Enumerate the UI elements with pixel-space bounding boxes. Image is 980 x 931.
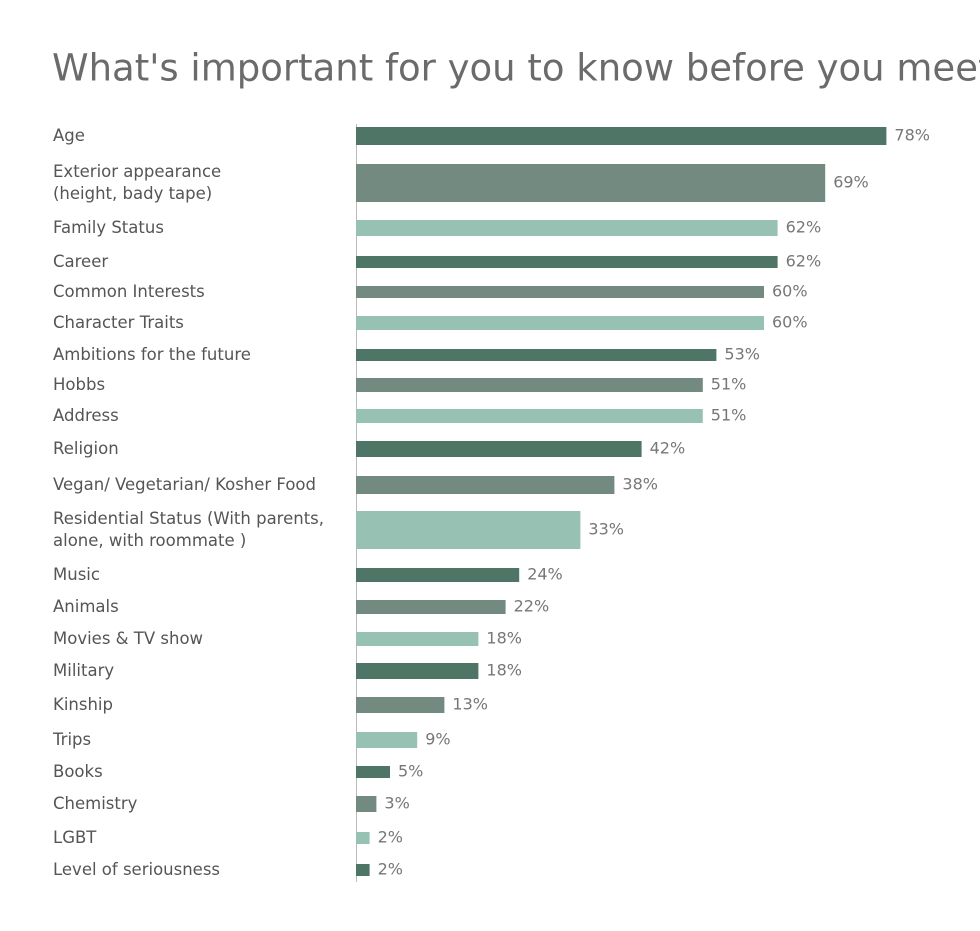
bar: [356, 127, 887, 145]
bar: [356, 220, 778, 236]
bar: [356, 378, 703, 392]
category-label: Trips: [53, 730, 92, 749]
value-label: 33%: [588, 520, 624, 539]
bar: [356, 697, 445, 713]
value-label: 38%: [622, 475, 658, 494]
value-label: 60%: [772, 313, 808, 332]
bar: [356, 511, 581, 549]
bar: [356, 766, 390, 778]
category-label: Animals: [53, 597, 119, 616]
value-label: 3%: [384, 794, 409, 813]
value-label: 5%: [398, 762, 423, 781]
value-label: 62%: [786, 218, 822, 237]
value-label: 51%: [711, 375, 747, 394]
category-label: Movies & TV show: [53, 629, 204, 648]
value-label: 2%: [378, 828, 403, 847]
bar: [356, 349, 717, 361]
category-label: Common Interests: [53, 282, 205, 301]
value-label: 69%: [833, 173, 869, 192]
category-label: Address: [53, 406, 119, 425]
bar: [356, 600, 506, 614]
value-label: 53%: [724, 345, 760, 364]
category-label: Music: [53, 565, 100, 584]
category-label: Ambitions for the future: [53, 345, 251, 364]
bar: [356, 663, 479, 679]
category-label: Military: [53, 661, 115, 680]
category-label: Religion: [53, 439, 119, 458]
category-label: Kinship: [53, 695, 113, 714]
category-label: Residential Status (With parents, alone,…: [53, 509, 325, 550]
value-label: 13%: [452, 695, 488, 714]
category-label: Age: [53, 126, 85, 145]
category-label: LGBT: [53, 828, 97, 847]
category-label: Exterior appearance (height, bady tape): [53, 162, 222, 203]
bar: [356, 256, 778, 268]
category-label: Character Traits: [53, 313, 184, 332]
bar: [356, 476, 615, 494]
bar: [356, 409, 703, 423]
bar: [356, 286, 764, 298]
category-label: Hobbs: [53, 375, 106, 394]
bar: [356, 441, 642, 457]
category-label: Career: [53, 252, 109, 271]
category-label: Level of seriousness: [53, 860, 221, 879]
bar: [356, 864, 370, 876]
value-label: 18%: [486, 629, 522, 648]
value-label: 51%: [711, 406, 747, 425]
bar: [356, 316, 764, 330]
value-label: 60%: [772, 282, 808, 301]
category-label: Vegan/ Vegetarian/ Kosher Food: [53, 475, 317, 494]
category-label: Chemistry: [53, 794, 138, 813]
value-label: 62%: [786, 252, 822, 271]
category-label: Family Status: [53, 218, 164, 237]
bar: [356, 568, 520, 582]
bar: [356, 632, 479, 646]
bar: [356, 796, 377, 812]
value-label: 42%: [650, 439, 686, 458]
value-label: 2%: [378, 860, 403, 879]
value-label: 24%: [527, 565, 563, 584]
bar: [356, 832, 370, 844]
value-label: 9%: [425, 730, 450, 749]
bar: [356, 164, 826, 202]
bar: [356, 732, 418, 748]
value-label: 78%: [894, 126, 930, 145]
category-label: Books: [53, 762, 103, 781]
value-label: 18%: [486, 661, 522, 680]
chart-title: What's important for you to know before …: [52, 47, 980, 90]
value-label: 22%: [514, 597, 550, 616]
